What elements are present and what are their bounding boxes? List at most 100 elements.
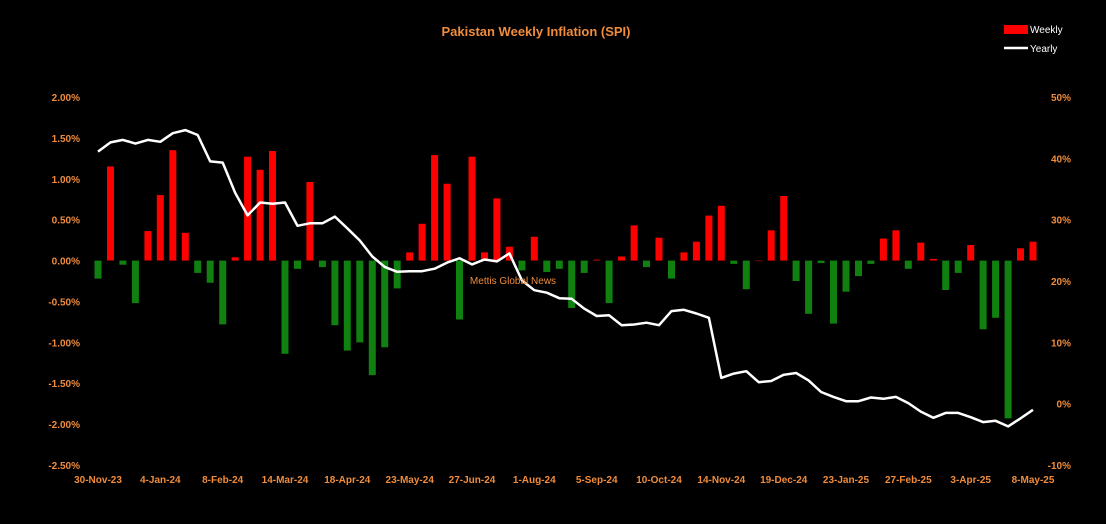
weekly-bar [206, 260, 214, 283]
left-y-tick-label: 2.00% [52, 93, 80, 104]
weekly-bar [892, 230, 900, 261]
legend-weekly-swatch [1004, 25, 1028, 34]
weekly-bar [967, 245, 975, 261]
weekly-bar [879, 238, 887, 261]
x-tick-label: 18-Apr-24 [324, 475, 371, 486]
weekly-bar [643, 260, 650, 268]
weekly-bar [568, 260, 576, 308]
weekly-bar [580, 260, 588, 273]
weekly-bar [692, 241, 700, 261]
x-tick-label: 8-Feb-24 [202, 475, 244, 486]
left-y-tick-label: -0.50% [48, 297, 80, 308]
weekly-bar [593, 259, 601, 261]
left-y-tick-label: 1.50% [52, 134, 80, 145]
right-y-axis: 50% 40% 30% 20% 10% 0% -10% [1048, 93, 1071, 472]
weekly-bar [767, 230, 775, 261]
left-y-tick-label: 1.00% [52, 175, 80, 186]
weekly-bar [331, 260, 339, 326]
weekly-bar [992, 260, 1000, 318]
weekly-bar [456, 260, 463, 320]
weekly-bar [917, 242, 925, 261]
x-tick-label: 30-Nov-23 [74, 475, 122, 486]
legend: Weekly Yearly [1004, 25, 1063, 55]
weekly-bar [792, 260, 800, 281]
weekly-bar [929, 258, 937, 261]
weekly-bar [842, 260, 850, 292]
weekly-bar [717, 205, 725, 261]
weekly-bar [855, 260, 862, 277]
right-y-tick-label: 20% [1051, 277, 1071, 288]
weekly-bar [1004, 260, 1012, 419]
weekly-bars [94, 150, 1037, 419]
weekly-bar [119, 260, 127, 265]
weekly-bar [805, 260, 813, 314]
right-y-tick-label: 50% [1051, 93, 1071, 104]
weekly-bar [406, 252, 414, 261]
weekly-bar [318, 260, 326, 268]
weekly-bar [343, 260, 351, 351]
weekly-bar [368, 260, 376, 376]
weekly-bar [543, 260, 551, 272]
weekly-bar [530, 236, 538, 261]
right-y-tick-label: 30% [1051, 216, 1071, 227]
weekly-bar [742, 260, 750, 290]
x-tick-label: 3-Apr-25 [950, 475, 991, 486]
weekly-bar [630, 225, 638, 261]
weekly-bar [194, 260, 202, 273]
weekly-bar [431, 155, 439, 261]
x-tick-label: 10-Oct-24 [636, 475, 682, 486]
weekly-bar [730, 260, 738, 264]
x-tick-label: 27-Jun-24 [449, 475, 496, 486]
weekly-bar [954, 260, 962, 273]
left-y-tick-label: 0.00% [52, 257, 80, 268]
weekly-bar [817, 260, 825, 264]
weekly-bar [755, 260, 763, 262]
legend-yearly-label: Yearly [1030, 44, 1057, 55]
right-y-tick-label: 10% [1051, 338, 1071, 349]
x-tick-label: 23-Jan-25 [823, 475, 870, 486]
weekly-bar [169, 150, 177, 261]
weekly-bar [518, 260, 526, 271]
left-y-axis: 2.00% 1.50% 1.00% 0.50% 0.00% -0.50% -1.00% -1.… [48, 93, 80, 472]
weekly-bar [356, 260, 364, 343]
weekly-bar [418, 223, 426, 261]
weekly-bar [481, 252, 488, 261]
x-axis: 30-Nov-23 4-Jan-24 8-Feb-24 14-Mar-24 18-Apr… [74, 475, 1055, 486]
weekly-bar [867, 260, 875, 264]
x-tick-label: 5-Sep-24 [576, 475, 618, 486]
weekly-bar [705, 215, 713, 261]
weekly-bar [605, 260, 613, 304]
weekly-bar [244, 156, 252, 261]
chart-title: Pakistan Weekly Inflation (SPI) [441, 24, 630, 39]
weekly-bar [231, 257, 239, 261]
weekly-bar [1029, 241, 1037, 261]
weekly-bar [780, 196, 788, 261]
weekly-bar [281, 260, 289, 354]
weekly-bar [830, 260, 837, 324]
weekly-bar [555, 260, 563, 269]
weekly-bar [904, 260, 912, 269]
yearly-line-layer [97, 128, 1034, 428]
x-tick-label: 1-Aug-24 [513, 475, 556, 486]
x-tick-label: 14-Mar-24 [262, 475, 309, 486]
x-tick-label: 8-May-25 [1012, 475, 1055, 486]
weekly-bar [618, 256, 626, 261]
weekly-bar [680, 252, 688, 261]
weekly-bar [1017, 248, 1024, 261]
weekly-bar [294, 260, 301, 269]
weekly-bar [181, 232, 189, 261]
right-y-tick-label: -10% [1048, 461, 1071, 472]
right-y-tick-label: 40% [1051, 154, 1071, 165]
weekly-bar [144, 231, 152, 261]
weekly-bar [393, 260, 401, 289]
weekly-bar [668, 260, 675, 279]
weekly-bar [131, 260, 139, 304]
x-tick-label: 23-May-24 [386, 475, 435, 486]
left-y-tick-label: -1.00% [48, 338, 80, 349]
x-tick-label: 27-Feb-25 [885, 475, 932, 486]
left-y-tick-label: -2.00% [48, 420, 80, 431]
weekly-bar [219, 260, 227, 325]
left-y-tick-label: 0.50% [52, 216, 80, 227]
